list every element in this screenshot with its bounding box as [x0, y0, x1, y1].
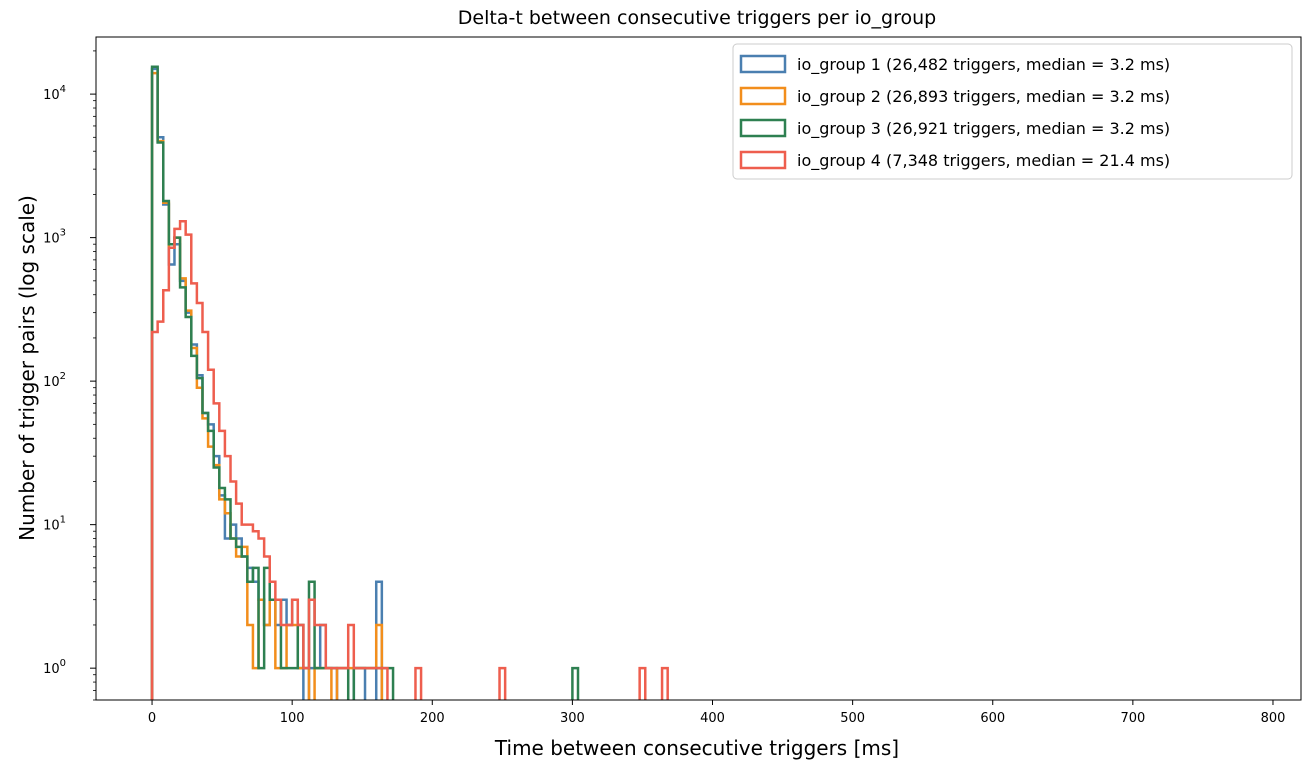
legend-label-3: io_group 3 (26,921 triggers, median = 3.… — [797, 119, 1170, 139]
legend-label-2: io_group 2 (26,893 triggers, median = 3.… — [797, 87, 1170, 107]
y-tick-label: 101 — [43, 515, 66, 534]
series-2-step-line — [150, 71, 384, 700]
x-tick-label: 700 — [1120, 711, 1145, 726]
series-1-step-line — [150, 67, 384, 700]
x-axis-ticks: 0 100 200 300 400 500 600 700 800 — [148, 700, 1285, 726]
legend-swatch-4 — [739, 150, 787, 170]
y-tick-label: 104 — [43, 84, 66, 103]
y-tick-label: 100 — [43, 658, 66, 677]
x-tick-label: 400 — [700, 711, 725, 726]
legend: io_group 1 (26,482 triggers, median = 3.… — [732, 43, 1293, 180]
y-tick-label: 102 — [43, 371, 66, 390]
y-tick-exponent: 3 — [60, 228, 66, 239]
plot-frame — [95, 36, 1302, 701]
x-tick-label: 300 — [560, 711, 585, 726]
x-tick-label: 500 — [840, 711, 865, 726]
series-3-step-line — [150, 65, 580, 700]
x-axis-label: Time between consecutive triggers [ms] — [494, 736, 899, 760]
x-tick-label: 800 — [1261, 711, 1286, 726]
legend-swatch-3 — [739, 118, 787, 138]
x-tick-label: 200 — [420, 711, 445, 726]
legend-swatch-2 — [739, 86, 787, 106]
y-tick-exponent: 2 — [60, 371, 66, 382]
y-axis-label: Number of trigger pairs (log scale) — [15, 195, 39, 541]
y-tick-exponent: 0 — [60, 658, 66, 669]
y-tick-exponent: 4 — [60, 84, 66, 95]
legend-swatch-1 — [739, 54, 787, 74]
series-4-step-line — [150, 220, 669, 700]
legend-label-4: io_group 4 (7,348 triggers, median = 21.… — [797, 151, 1170, 171]
y-tick-label: 103 — [43, 228, 66, 247]
plot-series-group — [150, 65, 669, 700]
legend-label-1: io_group 1 (26,482 triggers, median = 3.… — [797, 55, 1170, 75]
x-tick-label: 600 — [980, 711, 1005, 726]
legend-box — [732, 43, 1293, 180]
x-tick-label: 100 — [280, 711, 305, 726]
chart-title: Delta-t between consecutive triggers per… — [458, 7, 936, 29]
y-tick-exponent: 1 — [60, 515, 66, 526]
x-tick-label: 0 — [148, 711, 156, 726]
